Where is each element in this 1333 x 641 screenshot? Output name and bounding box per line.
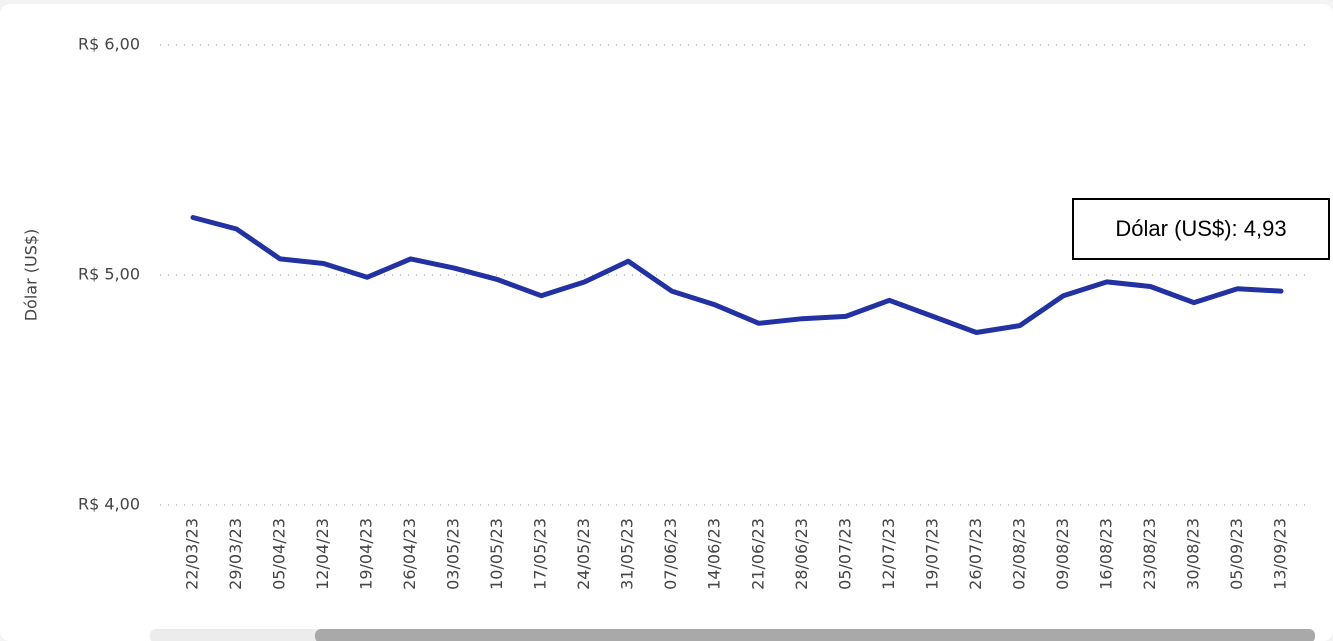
x-tick-label: 24/05/23 bbox=[574, 518, 593, 590]
x-tick-label: 14/06/23 bbox=[705, 518, 724, 590]
line bbox=[190, 215, 1284, 335]
tooltip: Dólar (US$): 4,93 bbox=[1115, 216, 1286, 241]
y-tick-label: R$ 5,00 bbox=[78, 265, 140, 284]
x-tick-label: 22/03/23 bbox=[183, 518, 202, 590]
x-tick-label: 26/07/23 bbox=[966, 518, 985, 590]
x-tick-label: 30/08/23 bbox=[1183, 518, 1202, 590]
y-tick-label: R$ 4,00 bbox=[78, 495, 140, 514]
plot: 22/03/23 29/03/23 05/04/23 12/04/23 19/04/23… bbox=[183, 215, 1290, 590]
x-tick-label: 29/03/23 bbox=[226, 518, 245, 590]
x-tick-label: 09/08/23 bbox=[1053, 518, 1072, 590]
x-tick-label: 03/05/23 bbox=[444, 518, 463, 590]
x-tick-label: 12/07/23 bbox=[879, 518, 898, 590]
scrollbar-thumb[interactable] bbox=[315, 629, 1315, 641]
x-tick-label: 19/04/23 bbox=[357, 518, 376, 590]
x-tick-label: 02/08/23 bbox=[1009, 518, 1028, 590]
x-tick-label: 13/09/23 bbox=[1271, 518, 1290, 590]
x-tick-label: 12/04/23 bbox=[313, 518, 332, 590]
x-tick-label: 19/07/23 bbox=[922, 518, 941, 590]
tooltip-box bbox=[1072, 198, 1330, 260]
y-axis-title: Dólar (US$) bbox=[22, 229, 41, 322]
x-tick-label: 31/05/23 bbox=[618, 518, 637, 590]
x-tick-label: 23/08/23 bbox=[1140, 518, 1159, 590]
x-tick-label: 05/07/23 bbox=[835, 518, 854, 590]
x-tick-label: 28/06/23 bbox=[792, 518, 811, 590]
x-tick-label: 17/05/23 bbox=[531, 518, 550, 590]
x-tick-label: 26/04/23 bbox=[400, 518, 419, 590]
x-tick-label: 07/06/23 bbox=[661, 518, 680, 590]
y-tick-label: R$ 6,00 bbox=[78, 35, 140, 54]
x-tick-label: 10/05/23 bbox=[487, 518, 506, 590]
x-tick-label: 05/04/23 bbox=[270, 518, 289, 590]
card bbox=[0, 4, 1333, 641]
x-tick-label: 05/09/23 bbox=[1227, 518, 1246, 590]
x-tick-label: 16/08/23 bbox=[1096, 518, 1115, 590]
x-tick-label: 21/06/23 bbox=[748, 518, 767, 590]
